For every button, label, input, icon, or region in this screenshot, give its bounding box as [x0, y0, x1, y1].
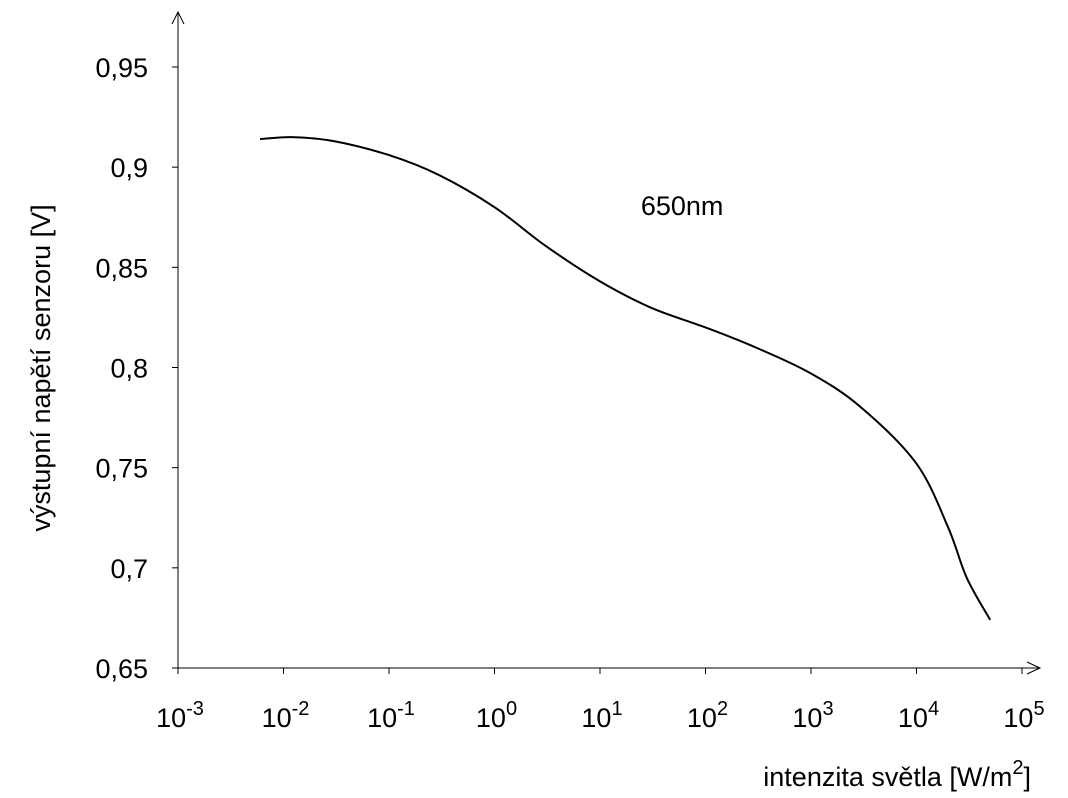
x-tick-label: 104 [898, 698, 939, 733]
x-tick-base: 10 [687, 703, 717, 733]
x-tick-exponent: 1 [611, 698, 622, 720]
y-ticks: 0,65 0,7 0,75 0,8 0,85 0,9 0,95 [95, 53, 178, 684]
x-axis-title: intenzita světla [W/m2] [763, 757, 1031, 792]
x-ticks: 10-3 10-2 10-1 100 101 102 103 104 105 [156, 668, 1045, 733]
x-tick-base: 10 [367, 703, 397, 733]
x-tick-base: 10 [156, 703, 186, 733]
y-tick-label: 0,85 [95, 253, 148, 283]
x-tick-label: 102 [687, 698, 728, 733]
y-axis-arrow-icon [171, 10, 185, 25]
x-tick-label: 10-2 [262, 698, 310, 733]
series-layer [260, 136, 992, 621]
y-tick-label: 0,65 [95, 654, 148, 684]
x-tick-exponent: 2 [717, 698, 728, 720]
x-axis-title-main: intenzita světla [W/m [763, 762, 1012, 792]
series-annotation-label: 650nm [641, 191, 724, 221]
x-tick-label: 101 [581, 698, 622, 733]
x-tick-exponent: -3 [186, 698, 204, 720]
x-tick-exponent: -1 [397, 698, 415, 720]
y-tick-label: 0,95 [95, 53, 148, 83]
annotation-layer: 650nm [641, 191, 724, 221]
x-tick-exponent: 5 [1033, 698, 1044, 720]
y-tick-label: 0,7 [110, 554, 148, 584]
series-line-0 [260, 136, 992, 621]
x-tick-base: 10 [1003, 703, 1033, 733]
y-axis [171, 10, 185, 668]
y-axis-title: výstupní napětí senzoru [V] [26, 204, 56, 531]
x-tick-base: 10 [581, 703, 611, 733]
x-axis [172, 661, 1042, 675]
x-axis-title-suffix: ] [1023, 762, 1031, 792]
x-tick-label: 10-1 [367, 698, 415, 733]
x-tick-label: 103 [792, 698, 833, 733]
x-axis-arrow-icon [1026, 661, 1042, 675]
x-tick-base: 10 [262, 703, 292, 733]
x-axis-title-superscript: 2 [1012, 757, 1023, 779]
x-tick-exponent: 0 [506, 698, 517, 720]
y-tick-label: 0,75 [95, 454, 148, 484]
x-tick-base: 10 [792, 703, 822, 733]
x-tick-exponent: -2 [292, 698, 310, 720]
x-tick-base: 10 [898, 703, 928, 733]
x-tick-label: 10-3 [156, 698, 204, 733]
x-tick-exponent: 4 [928, 698, 939, 720]
x-tick-base: 10 [476, 703, 506, 733]
y-tick-label: 0,9 [110, 153, 148, 183]
x-tick-exponent: 3 [822, 698, 833, 720]
y-tick-label: 0,8 [110, 354, 148, 384]
x-tick-label: 100 [476, 698, 517, 733]
x-tick-label: 105 [1003, 698, 1044, 733]
